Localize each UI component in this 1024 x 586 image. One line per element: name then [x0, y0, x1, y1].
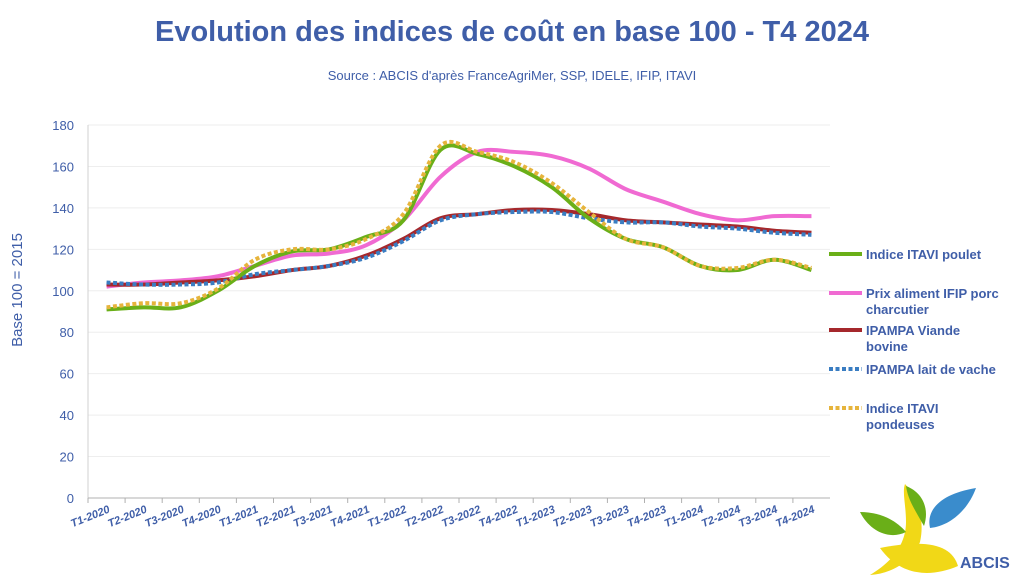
legend-item-0: Indice ITAVI poulet: [829, 247, 982, 262]
logo-yellow-base: [880, 543, 958, 573]
x-tick-label: T1-2021: [218, 504, 260, 530]
y-tick-label: 0: [67, 491, 74, 506]
x-tick-label: T3-2022: [440, 504, 482, 530]
y-tick-label: 60: [60, 367, 74, 382]
y-tick-label: 160: [52, 159, 74, 174]
abcis-logo: ABCIS: [860, 484, 1010, 575]
x-tick-label: T3-2023: [589, 504, 631, 530]
legend-label: Indice ITAVI poulet: [866, 247, 982, 262]
chart-title: Evolution des indices de coût en base 10…: [155, 16, 869, 48]
x-tick-label: T4-2024: [774, 504, 816, 530]
x-tick-label: T4-2023: [626, 504, 668, 530]
legend-item-2: IPAMPA Viande bovine: [829, 323, 960, 354]
y-tick-label: 100: [52, 284, 74, 299]
chart-subtitle: Source : ABCIS d'après FranceAgriMer, SS…: [327, 68, 697, 83]
legend: Indice ITAVI poulet Prix aliment IFIP por…: [829, 247, 999, 432]
legend-label: Indice ITAVI pondeuses: [866, 401, 938, 432]
legend-item-4: Indice ITAVI pondeuses: [829, 401, 938, 432]
x-tick-label: T2-2022: [403, 504, 445, 530]
y-tick-label: 180: [52, 118, 74, 133]
y-axis-label: Base 100 = 2015: [9, 233, 26, 347]
x-tick-label: T4-2022: [477, 504, 519, 530]
legend-label: Prix aliment IFIP porc charcutier: [866, 286, 999, 317]
y-tick-label: 140: [52, 201, 74, 216]
x-axis-ticks: T1-2020T2-2020T3-2020T4-2020T1-2021T2-20…: [69, 498, 817, 530]
x-tick-label: T1-2022: [366, 504, 408, 530]
y-tick-label: 80: [60, 325, 74, 340]
logo-text: ABCIS: [960, 555, 1010, 572]
series-line-2: [106, 207, 812, 287]
legend-item-1: Prix aliment IFIP porc charcutier: [829, 286, 999, 317]
logo-green-leaf: [860, 512, 906, 536]
logo-blue-leaf: [929, 488, 976, 528]
x-tick-label: T3-2024: [737, 504, 779, 530]
x-tick-label: T1-2024: [663, 504, 705, 530]
y-tick-label: 40: [60, 408, 74, 423]
series-lines: [106, 139, 813, 312]
series-line-3: [106, 209, 812, 287]
logo-green-swoosh: [906, 486, 926, 526]
x-tick-label: T2-2023: [551, 504, 593, 530]
x-tick-label: T1-2023: [514, 504, 556, 530]
x-tick-label: T4-2021: [329, 504, 371, 530]
x-tick-label: T2-2021: [255, 504, 297, 530]
series-line-4: [106, 139, 812, 310]
x-tick-label: T2-2024: [700, 504, 742, 530]
y-tick-label: 120: [52, 242, 74, 257]
legend-label: IPAMPA Viande bovine: [866, 323, 960, 354]
x-tick-label: T4-2020: [180, 503, 223, 530]
x-tick-label: T3-2020: [143, 503, 186, 530]
gridlines: [88, 124, 830, 458]
legend-item-3: IPAMPA lait de vache: [829, 362, 996, 377]
x-tick-label: T1-2020: [69, 503, 112, 530]
legend-label: IPAMPA lait de vache: [866, 362, 996, 377]
y-tick-label: 20: [60, 450, 74, 465]
x-tick-label: T2-2020: [106, 503, 149, 530]
x-tick-label: T3-2021: [292, 504, 334, 530]
y-axis-ticks: 0 20 40 60 80 100 120 140 160 180: [52, 118, 74, 506]
series-line-1: [106, 147, 812, 289]
